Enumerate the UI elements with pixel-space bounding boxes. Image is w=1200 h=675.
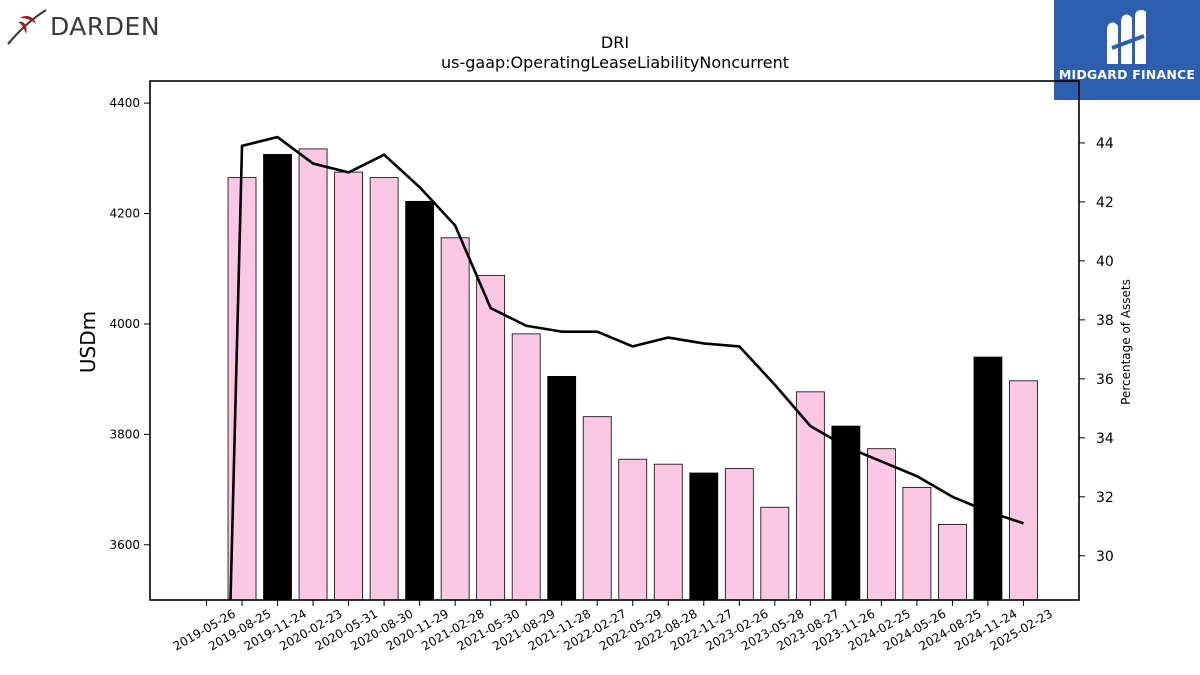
bar — [334, 171, 363, 601]
y-axis-left: 3600 3800 4000 4200 4400 — [109, 96, 150, 552]
bar — [405, 200, 435, 601]
bar — [263, 154, 292, 601]
y-tick-label: 3800 — [109, 427, 140, 441]
x-axis: 2019-05-262019-08-252019-11-242020-02-23… — [171, 600, 1055, 653]
line-series — [229, 135, 1024, 601]
percentage-line — [229, 135, 1024, 601]
bar — [547, 375, 577, 601]
y-tick-label: 4400 — [109, 96, 140, 110]
bar — [760, 506, 790, 601]
bar — [440, 237, 470, 601]
midgard-brand-text: MIDGARD FINANCE — [1058, 67, 1196, 82]
y2-tick-label: 34 — [1096, 431, 1114, 447]
bar — [653, 463, 683, 601]
darden-swoosh-icon — [7, 9, 47, 45]
bar — [689, 472, 719, 601]
bar — [938, 523, 967, 601]
bar — [795, 391, 825, 601]
y2-axis-label: Percentage of Assets — [1119, 279, 1133, 405]
bar — [902, 486, 932, 601]
bar-series — [227, 148, 1038, 601]
y-tick-label: 4200 — [109, 207, 140, 221]
bar — [831, 425, 861, 601]
bar — [369, 177, 399, 601]
chart-title: DRI — [601, 33, 629, 52]
y2-tick-label: 30 — [1096, 549, 1114, 565]
y-axis-label: USDm — [76, 311, 100, 373]
bar — [476, 274, 506, 601]
bar — [724, 468, 754, 601]
y2-tick-label: 38 — [1096, 313, 1114, 329]
chart-subtitle: us-gaap:OperatingLeaseLiabilityNoncurren… — [441, 53, 789, 72]
y2-tick-label: 40 — [1096, 254, 1114, 270]
plot-frame — [149, 80, 1080, 601]
darden-logo: DARDEN — [6, 6, 160, 46]
bar — [866, 448, 896, 601]
y2-tick-label: 42 — [1096, 195, 1114, 211]
bar — [511, 333, 541, 601]
bar — [618, 458, 648, 601]
y-tick-label: 4000 — [109, 317, 140, 331]
y2-tick-label: 32 — [1096, 490, 1114, 506]
darden-wordmark: DARDEN — [50, 11, 161, 41]
bar — [582, 416, 612, 601]
y2-tick-label: 36 — [1096, 372, 1114, 388]
y-tick-label: 3600 — [109, 538, 140, 552]
bar — [973, 356, 1003, 601]
bar — [298, 148, 328, 601]
y-axis-right: 30 32 34 36 38 40 42 44 — [1079, 136, 1114, 565]
bar — [1009, 380, 1038, 601]
midgard-monogram-icon — [1107, 9, 1146, 64]
y2-tick-label: 44 — [1096, 136, 1114, 152]
